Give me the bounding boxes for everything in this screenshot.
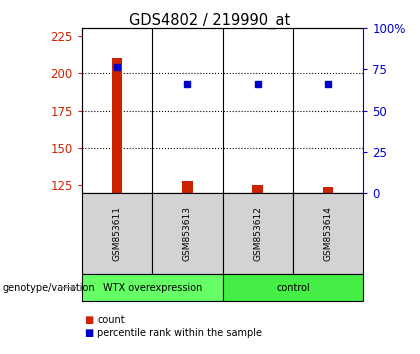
Text: GSM853614: GSM853614 [324, 206, 333, 261]
Text: WTX overexpression: WTX overexpression [102, 282, 202, 293]
Text: count: count [97, 315, 125, 325]
Bar [112, 58, 122, 193]
Bar [252, 185, 263, 193]
Text: genotype/variation: genotype/variation [2, 282, 95, 293]
Bar [182, 181, 193, 193]
Bar [323, 187, 333, 193]
Text: GSM853612: GSM853612 [253, 206, 262, 261]
Text: GSM853611: GSM853611 [113, 206, 121, 261]
Text: percentile rank within the sample: percentile rank within the sample [97, 329, 262, 338]
Text: GSM853613: GSM853613 [183, 206, 192, 261]
Text: ■: ■ [84, 329, 93, 338]
Text: control: control [276, 282, 310, 293]
Text: ■: ■ [84, 315, 93, 325]
Text: GDS4802 / 219990_at: GDS4802 / 219990_at [129, 12, 291, 29]
